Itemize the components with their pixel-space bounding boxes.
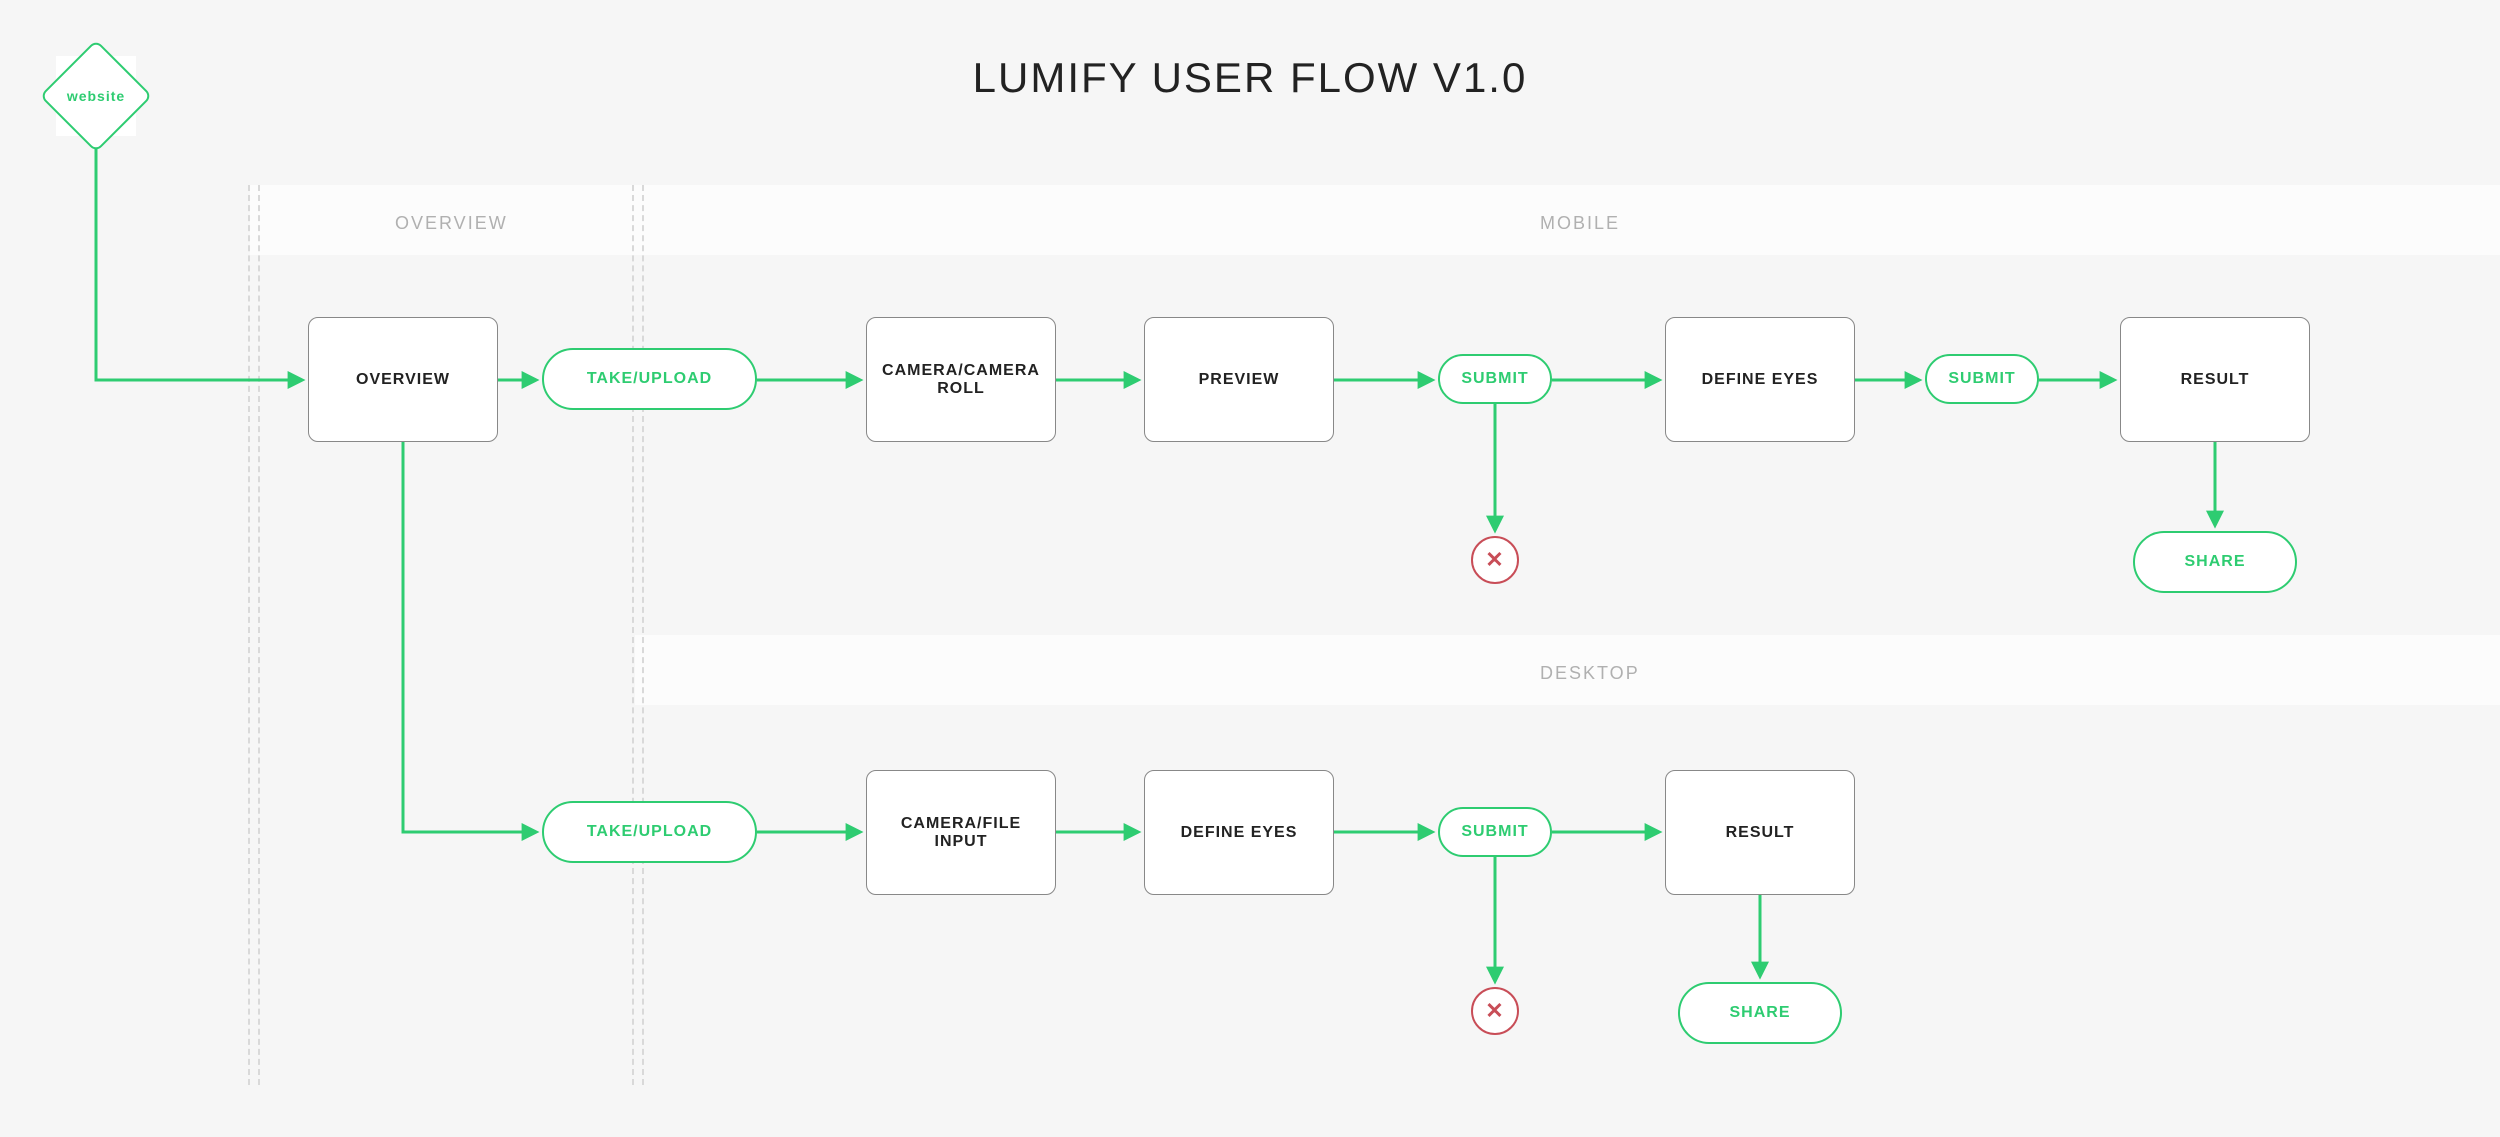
node-preview: PREVIEW <box>1144 317 1334 442</box>
edges-layer <box>0 0 2500 1137</box>
node-share2: SHARE <box>1678 982 1842 1044</box>
node-result1: RESULT <box>2120 317 2310 442</box>
node-overview: OVERVIEW <box>308 317 498 442</box>
node-submit1: SUBMIT <box>1438 354 1552 404</box>
node-cancel1: ✕ <box>1471 536 1519 584</box>
node-camera2: CAMERA/FILE INPUT <box>866 770 1056 895</box>
node-share1: SHARE <box>2133 531 2297 593</box>
node-cancel2: ✕ <box>1471 987 1519 1035</box>
sec-mobile: MOBILE <box>1540 213 1620 234</box>
node-takeupload1: TAKE/UPLOAD <box>542 348 757 410</box>
flowchart-canvas: LUMIFY USER FLOW V1.0 OVERVIEW MOBILE DESK… <box>0 0 2500 1137</box>
node-defeyes1: DEFINE EYES <box>1665 317 1855 442</box>
node-submit2: SUBMIT <box>1925 354 2039 404</box>
node-result2: RESULT <box>1665 770 1855 895</box>
sec-desktop: DESKTOP <box>1540 663 1640 684</box>
lane-divider <box>632 185 634 1085</box>
edge-e-ov-tu2 <box>403 442 536 832</box>
lane-divider <box>258 185 260 1085</box>
node-website: website <box>56 56 136 136</box>
node-defeyes2: DEFINE EYES <box>1144 770 1334 895</box>
section-band <box>250 185 2500 255</box>
edge-e-web-ov <box>96 136 302 380</box>
node-submit3: SUBMIT <box>1438 807 1552 857</box>
node-label: website <box>67 88 125 104</box>
close-icon: ✕ <box>1485 1000 1504 1022</box>
lane-divider <box>642 185 644 1085</box>
diagram-title: LUMIFY USER FLOW V1.0 <box>0 54 2500 102</box>
node-takeupload2: TAKE/UPLOAD <box>542 801 757 863</box>
close-icon: ✕ <box>1485 549 1504 571</box>
node-camera1: CAMERA/CAMERA ROLL <box>866 317 1056 442</box>
sec-overview: OVERVIEW <box>395 213 508 234</box>
lane-divider <box>248 185 250 1085</box>
